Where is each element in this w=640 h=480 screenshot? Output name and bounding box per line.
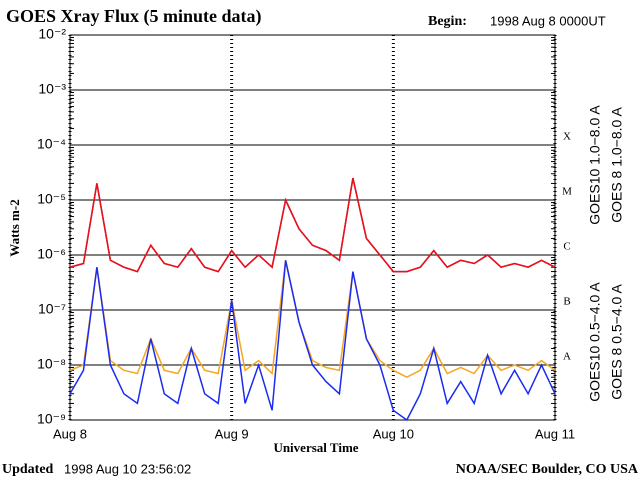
legend-entry: GOES10 0.5−4.0 A [587,282,603,402]
x-tick-label: Aug 11 [535,426,575,441]
flare-class-label: X [563,131,571,143]
begin-label: Begin: [428,14,467,29]
y-tick-label: 10⁻⁸ [37,356,66,372]
flare-class-label: B [563,296,570,308]
y-axis-label: Watts m-2 [7,199,22,256]
x-tick-label: Aug 9 [215,426,249,441]
legend-entry: GOES 8 0.5−4.0 A [609,284,625,400]
flare-class-label: M [562,186,572,198]
series-line [69,260,556,422]
legend-entry: GOES10 1.0−8.0 A [587,105,603,225]
y-tick-label: 10⁻² [38,26,66,42]
flare-class-label: C [563,241,570,253]
y-tick-label: 10⁻⁹ [37,411,66,427]
x-axis-label: Universal Time [273,440,358,455]
y-tick-label: 10⁻⁶ [37,246,66,262]
updated-value: 1998 Aug 10 23:56:02 [64,461,191,476]
updated-label: Updated [2,462,54,477]
series-line [69,177,556,273]
y-tick-label: 10⁻⁴ [37,136,66,152]
begin-value: 1998 Aug 8 0000UT [490,13,606,28]
x-tick-label: Aug 10 [373,426,414,441]
x-tick-label: Aug 8 [53,426,87,441]
legend-entry: GOES 8 1.0−8.0 A [609,107,625,223]
chart-title: GOES Xray Flux (5 minute data) [6,6,262,27]
y-tick-label: 10⁻⁵ [37,191,66,207]
y-tick-label: 10⁻³ [38,81,66,97]
source: NOAA/SEC Boulder, CO USA [456,462,639,477]
flare-class-label: A [563,351,571,363]
y-tick-label: 10⁻⁷ [38,301,66,317]
